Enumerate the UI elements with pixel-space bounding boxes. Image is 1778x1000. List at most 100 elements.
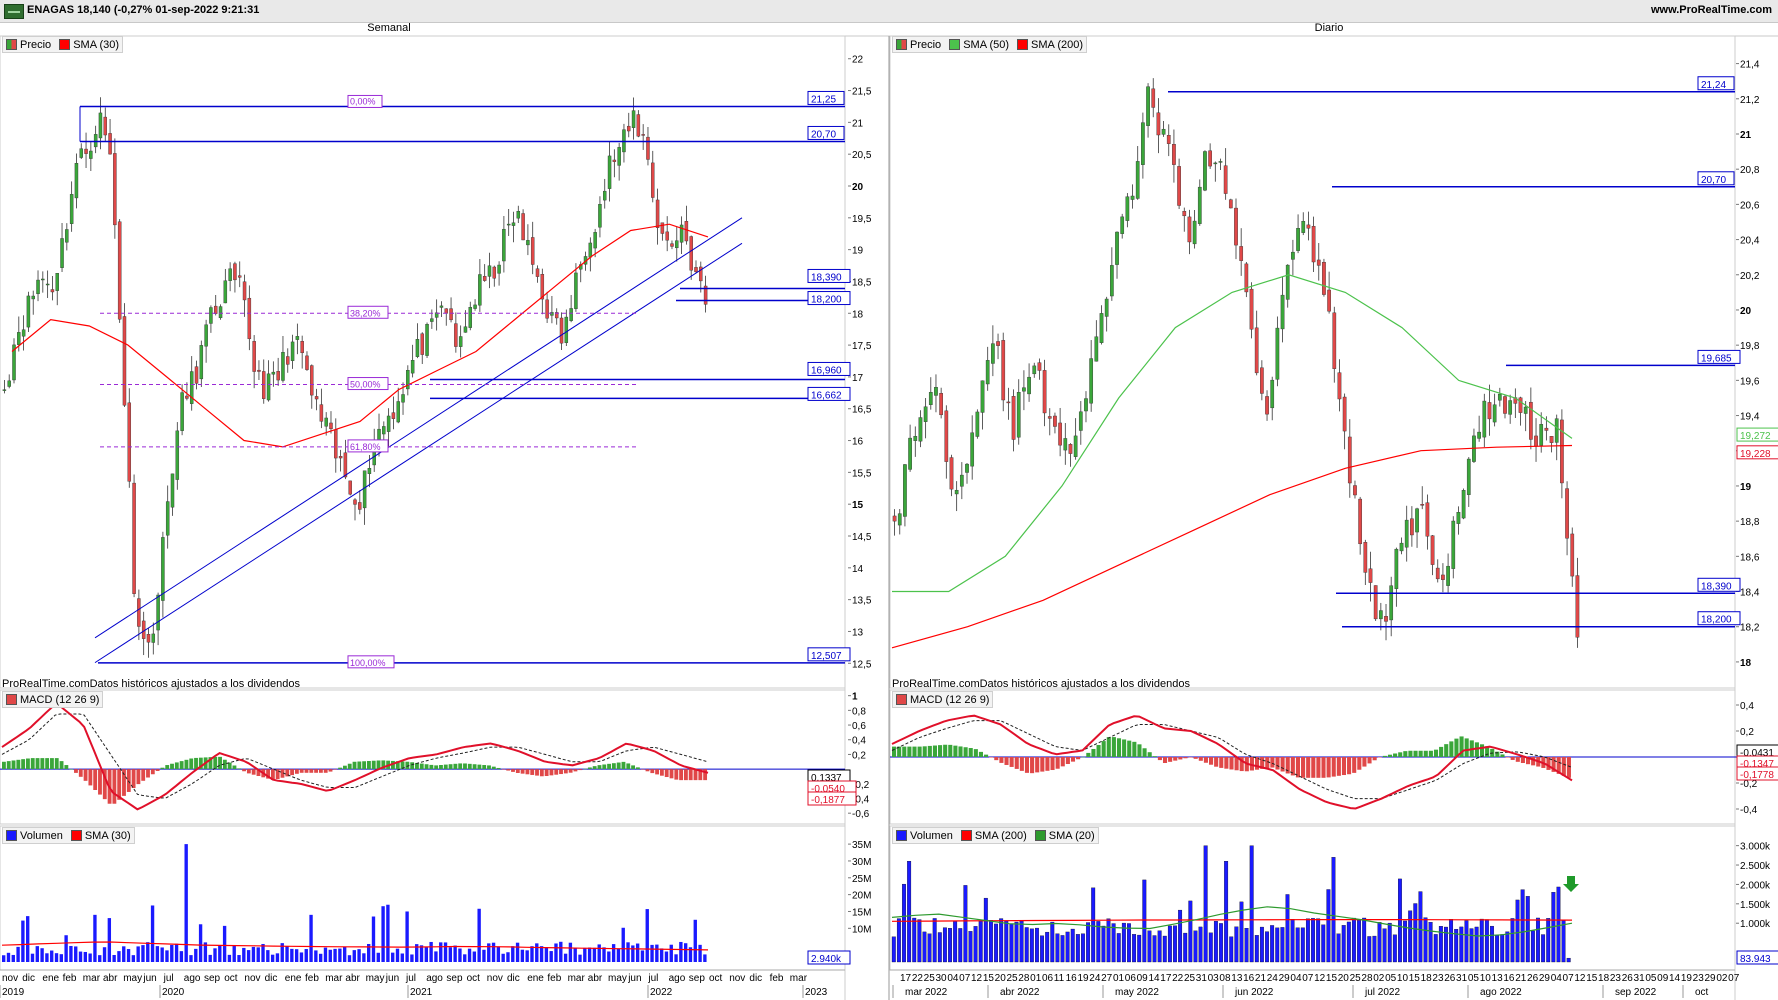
daily-candle (1529, 401, 1533, 440)
daily-macd-bar (1275, 757, 1280, 770)
daily-candle (1456, 512, 1461, 524)
daily-volume-bar (1075, 934, 1080, 963)
weekly-volume-bar (30, 953, 35, 962)
weekly-macd-bar (275, 769, 280, 780)
weekly-macd-bar (544, 769, 549, 777)
weekly-macd-bar (439, 764, 443, 770)
daily-level-tag-box (1697, 76, 1735, 91)
daily-sma-tag: 19,272 (1740, 431, 1771, 442)
weekly-volume-bar (88, 953, 92, 962)
weekly-volume-bar (347, 955, 352, 962)
daily-sma50-line (892, 274, 1573, 593)
daily-volume-bar (988, 920, 993, 963)
daily-candle (1554, 418, 1559, 443)
daily-volume-legend[interactable]: Volumen SMA (200) SMA (20) (892, 827, 1099, 844)
daily-macd-legend[interactable]: MACD (12 26 9) (892, 691, 994, 708)
weekly-fib-label: 100,00% (350, 658, 386, 668)
daily-macd-bar (1183, 757, 1188, 759)
weekly-price-tick: 22 (852, 55, 864, 66)
weekly-volume-bar (179, 951, 184, 962)
daily-macd-bar (1076, 757, 1081, 760)
daily-x-day: 13 (1492, 973, 1504, 984)
weekly-volume-legend[interactable]: Volumen SMA (30) (2, 827, 135, 844)
weekly-volume-bar (285, 946, 289, 962)
daily-candle (1337, 372, 1342, 400)
daily-x-day: 24 (1089, 973, 1101, 984)
weekly-candle (612, 159, 617, 162)
daily-volume-bar (1224, 861, 1229, 963)
weekly-candle (564, 316, 569, 343)
daily-volume-bar (1556, 886, 1561, 963)
weekly-macd-bar (511, 769, 515, 772)
daily-volume-bar (922, 931, 927, 963)
weekly-macd-bar (655, 769, 660, 775)
daily-macd-bar (1142, 748, 1147, 757)
daily-x-day: 16 (1066, 973, 1078, 984)
weekly-volume-bar (131, 955, 136, 962)
daily-volume-bar (1035, 927, 1039, 963)
daily-candle (1068, 444, 1073, 454)
weekly-candle (218, 306, 223, 319)
site-link[interactable]: www.ProRealTime.com (1650, 4, 1772, 16)
weekly-candle (478, 274, 482, 306)
weekly-candle (113, 153, 117, 226)
daily-volume-bar (942, 927, 947, 963)
weekly-candle (439, 305, 444, 308)
daily-x-month: jul 2022 (1364, 987, 1400, 998)
daily-x-day: 02 (1716, 973, 1728, 984)
daily-macd-bar (1566, 757, 1571, 778)
daily-volume-bar (1101, 925, 1106, 963)
weekly-fib-label: 50,00% (350, 380, 381, 390)
daily-candle (928, 392, 933, 405)
weekly-macd-legend[interactable]: MACD (12 26 9) (2, 691, 104, 708)
weekly-macd-bar (568, 769, 573, 773)
weekly-candle (420, 333, 424, 355)
daily-x-day: 14 (1148, 973, 1160, 984)
daily-candle (1384, 616, 1388, 622)
daily-volume-bar (1040, 935, 1044, 963)
daily-x-day: 07 (1563, 973, 1575, 984)
daily-x-day: 15 (983, 973, 995, 984)
daily-macd-bar (1157, 757, 1162, 761)
weekly-macd-bar (328, 769, 333, 772)
daily-volume-bar (1500, 934, 1505, 963)
weekly-volume-bar (155, 946, 160, 962)
daily-price-tick: 20 (1740, 306, 1752, 317)
weekly-x-month: may (366, 973, 385, 984)
weekly-price-legend[interactable]: Precio SMA (30) (2, 36, 124, 53)
weekly-macd-tag: -0,1877 (811, 795, 845, 806)
weekly-volume-bar (232, 945, 236, 962)
weekly-x-month: ene (42, 973, 59, 984)
weekly-macd-bar (242, 769, 246, 772)
weekly-macd-bar (640, 769, 645, 770)
daily-x-day: 23 (1693, 973, 1705, 984)
daily-macd-bar (1326, 757, 1331, 778)
weekly-volume-bar (261, 943, 265, 962)
daily-macd-bar (1428, 750, 1433, 757)
daily-macd-bar (1081, 756, 1086, 758)
weekly-volume-bar (655, 944, 659, 962)
weekly-volume-bar (371, 916, 376, 962)
daily-volume-bar (1403, 920, 1408, 963)
weekly-volume-bar (357, 949, 361, 962)
weekly-volume-bar (304, 949, 308, 962)
daily-candle (1347, 436, 1352, 484)
daily-macd-bar (1515, 757, 1520, 762)
weekly-volume-tick: 20M (852, 891, 871, 902)
weekly-volume-bar (434, 951, 438, 962)
daily-volume-bar (1121, 922, 1126, 963)
daily-x-day: 25 (924, 973, 936, 984)
daily-x-month: sep 2022 (1615, 987, 1657, 998)
daily-x-month: ago 2022 (1480, 987, 1522, 998)
daily-price-tick: 20,6 (1740, 200, 1760, 211)
weekly-x-year: 2020 (162, 987, 185, 998)
daily-macd-bar (1255, 757, 1260, 770)
daily-macd-bar (912, 746, 917, 757)
daily-x-day: 23 (1432, 973, 1444, 984)
daily-volume-bar (1137, 934, 1142, 963)
daily-price-legend[interactable]: Precio SMA (50) SMA (200) (892, 36, 1088, 53)
weekly-x-month: feb (770, 973, 784, 984)
daily-x-day: 06 (1125, 973, 1137, 984)
weekly-volume-bar (400, 953, 404, 962)
